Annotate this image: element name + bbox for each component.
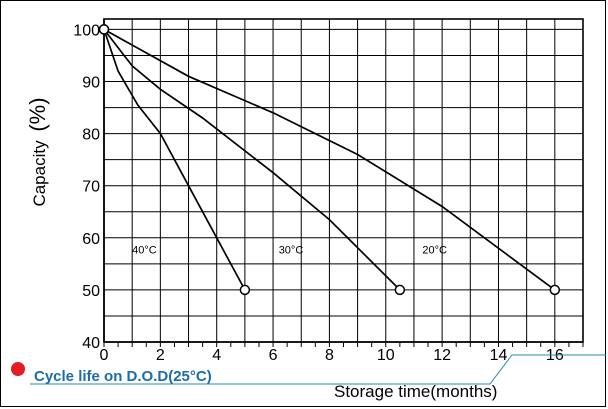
caption-bullet-icon	[11, 362, 25, 376]
x-tick-label: 0	[100, 347, 109, 364]
y-tick-label: 100	[73, 22, 100, 39]
y-tick-label: 50	[82, 283, 100, 300]
x-tick-label: 10	[377, 347, 395, 364]
series-line	[103, 29, 246, 291]
y-axis-label-unit: (%)	[25, 97, 50, 131]
series-line	[103, 28, 401, 291]
x-tick-label: 8	[325, 347, 334, 364]
x-axis-label: Storage time(months)	[334, 382, 497, 401]
y-tick-label: 80	[82, 127, 100, 144]
series-end-marker	[394, 284, 406, 296]
x-tick-label: 14	[490, 347, 508, 364]
series-label: 30°C	[279, 244, 304, 256]
y-tick-label: 40	[82, 335, 100, 352]
x-tick-label: 4	[212, 347, 221, 364]
series-start-marker	[98, 24, 110, 35]
grid	[103, 18, 584, 347]
series-labels: 40°C 30°C 20°C	[132, 244, 447, 256]
series-lines	[98, 24, 561, 296]
x-tick-label: 6	[269, 347, 278, 364]
series-label: 40°C	[132, 244, 157, 256]
y-tick-label: 60	[82, 231, 100, 248]
caption-rule	[30, 354, 606, 385]
series-end-marker	[549, 284, 561, 296]
y-tick-labels: 40 50 60 70 80 90 100	[73, 22, 100, 352]
x-tick-label: 2	[156, 347, 165, 364]
series-line	[103, 28, 556, 291]
series-end-marker	[239, 284, 251, 296]
y-axis-label: Capacity (%)	[25, 97, 50, 206]
x-tick-labels: 0 2 4 6 8 10 12 14 16	[100, 347, 564, 364]
caption-text: Cycle life on D.O.D(25°C)	[34, 368, 212, 385]
series-label: 20°C	[422, 244, 447, 256]
y-tick-label: 70	[82, 179, 100, 196]
plot-border	[103, 18, 584, 343]
y-tick-label: 90	[82, 75, 100, 92]
y-axis-label-text: Capacity	[30, 140, 49, 207]
x-tick-label: 12	[433, 347, 451, 364]
